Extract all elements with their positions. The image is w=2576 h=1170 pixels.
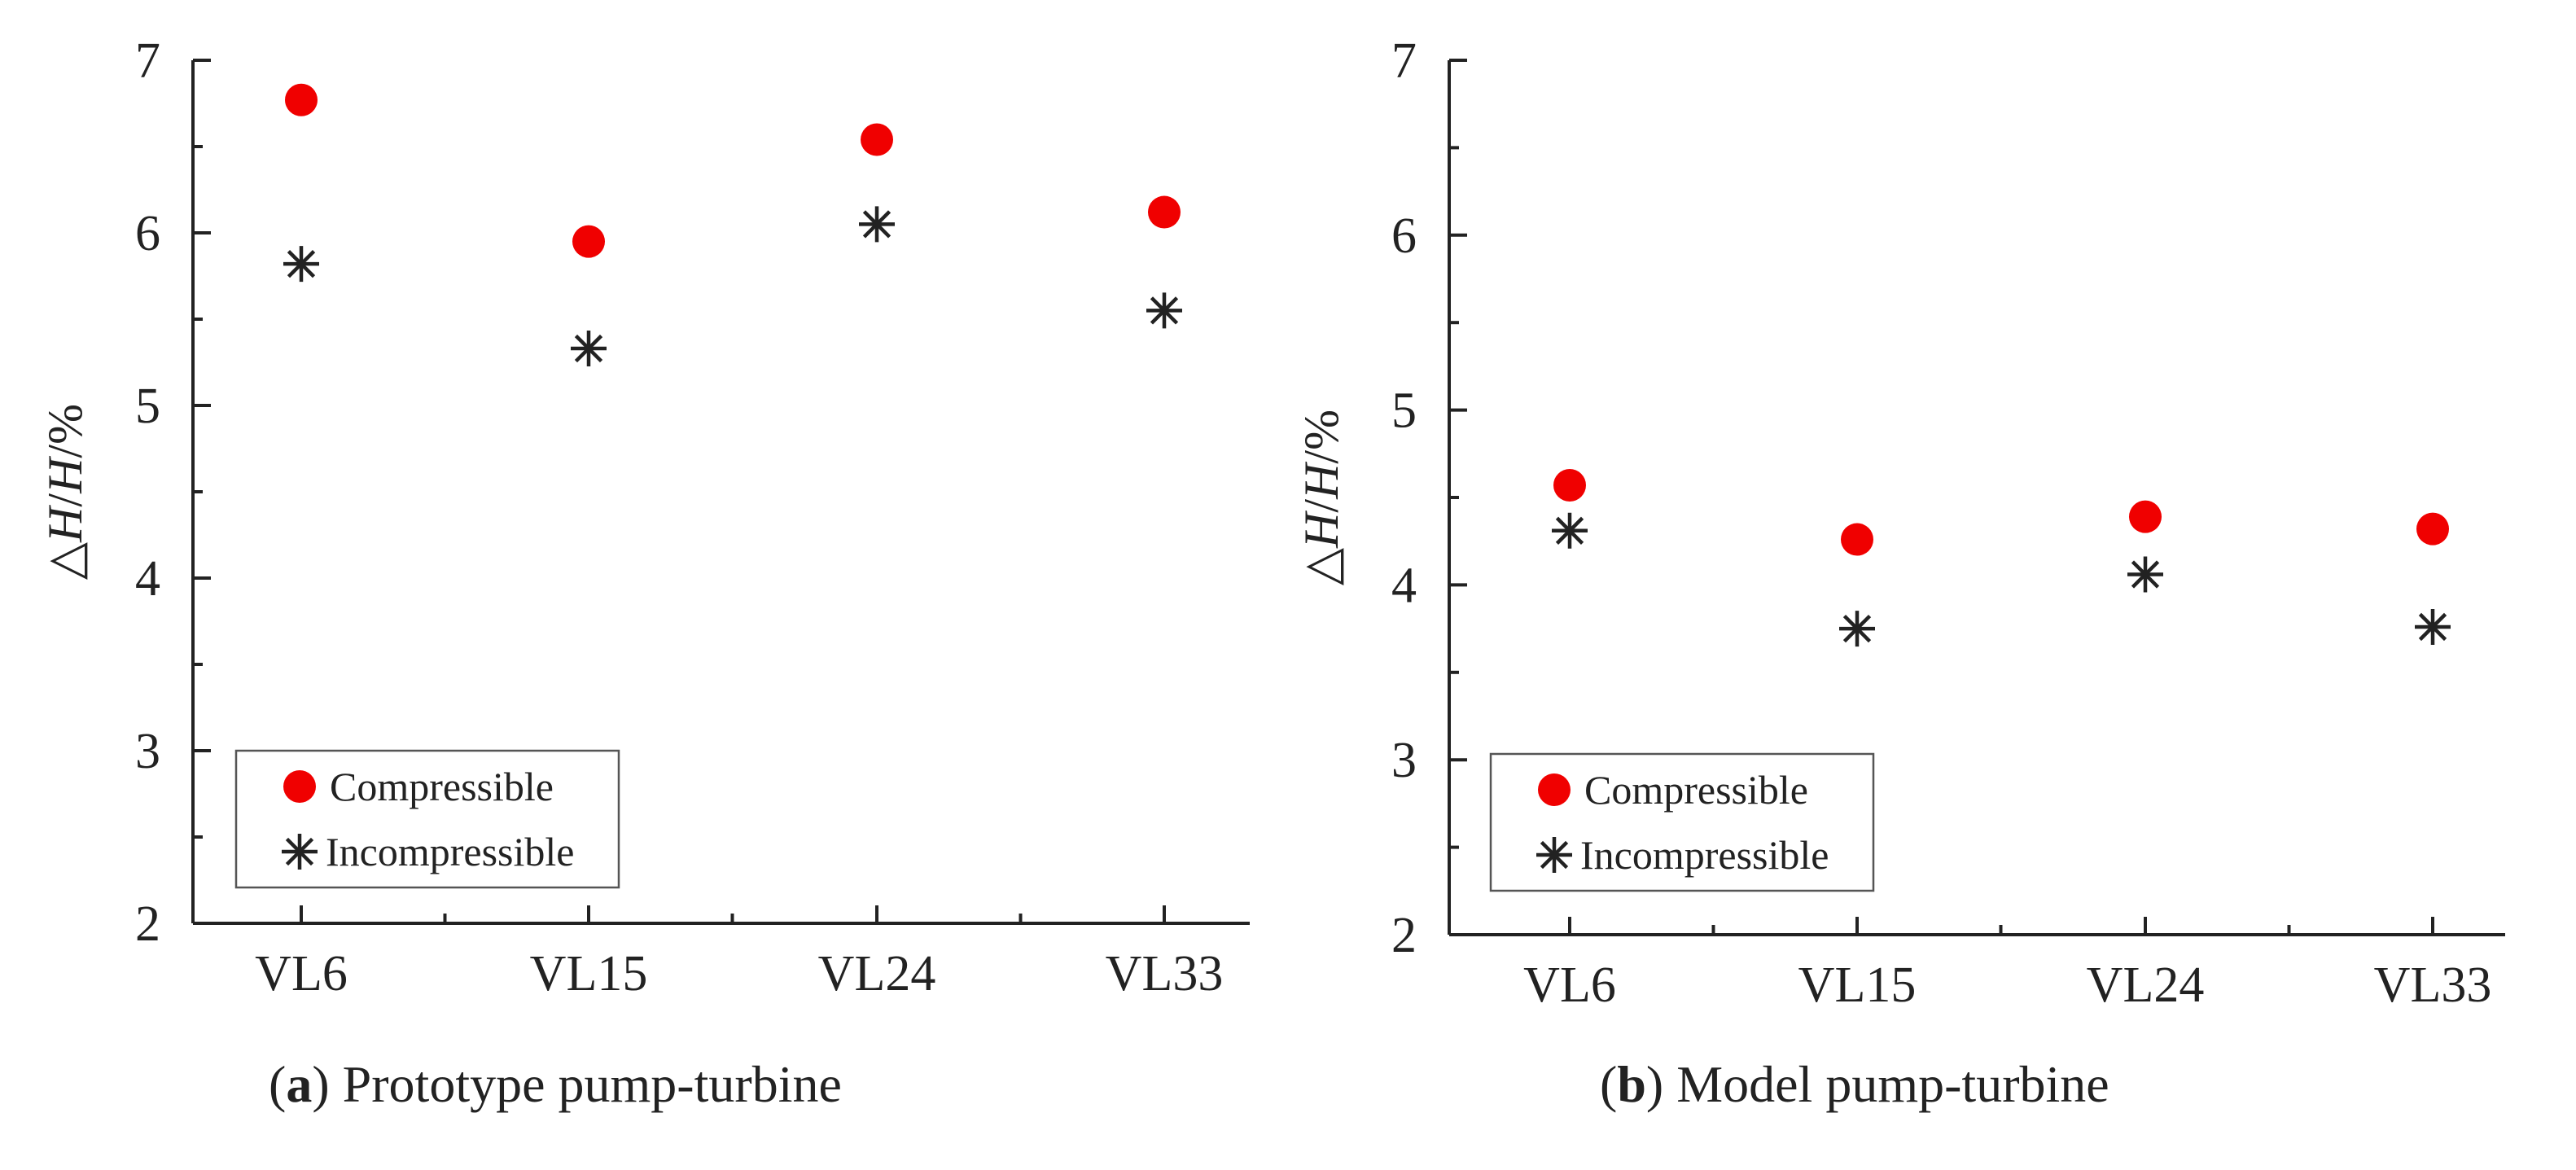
panel-b-point-compressible — [2416, 512, 2449, 546]
panel-a-legend-marker-compressible — [283, 770, 316, 803]
caption-a: (a) Prototype pump-turbine — [269, 1055, 842, 1113]
panel-b-xtick-label: VL24 — [2087, 957, 2205, 1013]
panel-a-ytick-label: 4 — [135, 551, 160, 607]
caption-b-letter: b — [1617, 1055, 1646, 1113]
panel-b-point-compressible — [1553, 468, 1586, 502]
panel-a-ytick-label: 6 — [135, 206, 160, 261]
panel-b-point-compressible — [1841, 523, 1873, 556]
panel-b-point-incompressible — [2127, 556, 2163, 593]
panel-a-point-incompressible — [859, 206, 895, 243]
panel-b-point-compressible — [2129, 500, 2162, 533]
panel-a-ytick-label: 2 — [135, 896, 160, 952]
panel-a-xtick-label: VL24 — [818, 946, 936, 1001]
panel-b-legend-label: Compressible — [1584, 767, 1808, 813]
panel-b-xtick-label: VL6 — [1523, 957, 1616, 1013]
panel-b-ytick-label: 2 — [1391, 908, 1417, 963]
panel-b-xtick-label: VL33 — [2374, 957, 2492, 1013]
panel-a-chart: 2 3 4 5 6 7 VL6 VL15 VL24 VL33 △H/H/% Compressible I… — [38, 33, 1250, 1001]
panel-b-legend-marker-incompressible — [1536, 837, 1572, 873]
panel-b-ytick-label: 3 — [1391, 733, 1417, 788]
panel-a-xtick-label: VL33 — [1106, 946, 1224, 1001]
panel-a-legend-label: Compressible — [330, 764, 554, 809]
panel-a-point-compressible — [572, 225, 605, 258]
panel-b-xtick-label: VL15 — [1798, 957, 1917, 1013]
caption-b-text: Model pump-turbine — [1676, 1055, 2109, 1113]
panel-a-legend-label: Incompressible — [326, 829, 574, 874]
panel-a-point-incompressible — [283, 246, 319, 283]
panel-a-ytick-label: 3 — [135, 724, 160, 779]
panel-b-ytick-label: 5 — [1391, 383, 1417, 439]
panel-a-point-compressible — [1148, 195, 1181, 229]
panel-a-ytick-label: 7 — [135, 33, 160, 89]
panel-b-y-axis-title: △H/H/% — [1295, 410, 1348, 585]
panel-a-xtick-label: VL15 — [530, 946, 648, 1001]
panel-b-legend: Compressible Incompressible — [1489, 752, 1875, 892]
panel-b-ytick-label: 6 — [1391, 208, 1417, 264]
panel-a-xtick-label: VL6 — [255, 946, 348, 1001]
panel-a-point-incompressible — [571, 331, 607, 367]
panel-a-ytick-label: 5 — [135, 379, 160, 434]
caption-b: (b) Model pump-turbine — [1600, 1055, 2109, 1113]
panel-b-ytick-label: 4 — [1391, 558, 1417, 613]
panel-b-point-incompressible — [2415, 608, 2451, 645]
panel-b-legend-label: Incompressible — [1580, 832, 1829, 878]
caption-a-text: Prototype pump-turbine — [342, 1055, 842, 1113]
panel-b-point-incompressible — [1552, 512, 1588, 549]
panel-a-point-compressible — [861, 123, 893, 156]
panel-b-ytick-label: 7 — [1391, 33, 1417, 89]
caption-a-letter: a — [286, 1055, 313, 1113]
panel-a-point-compressible — [285, 83, 318, 116]
panel-b-chart: 2 3 4 5 6 7 VL6 VL15 VL24 VL33 △H/H/% Compressible I… — [1295, 33, 2505, 1013]
panel-b-point-incompressible — [1839, 611, 1875, 647]
panel-a-point-incompressible — [1146, 292, 1182, 329]
panel-b-legend-marker-compressible — [1538, 773, 1571, 806]
panel-a-legend-marker-incompressible — [282, 834, 318, 870]
panel-a-legend: Compressible Incompressible — [234, 749, 620, 889]
panel-a-y-axis-title: △H/H/% — [38, 404, 92, 580]
